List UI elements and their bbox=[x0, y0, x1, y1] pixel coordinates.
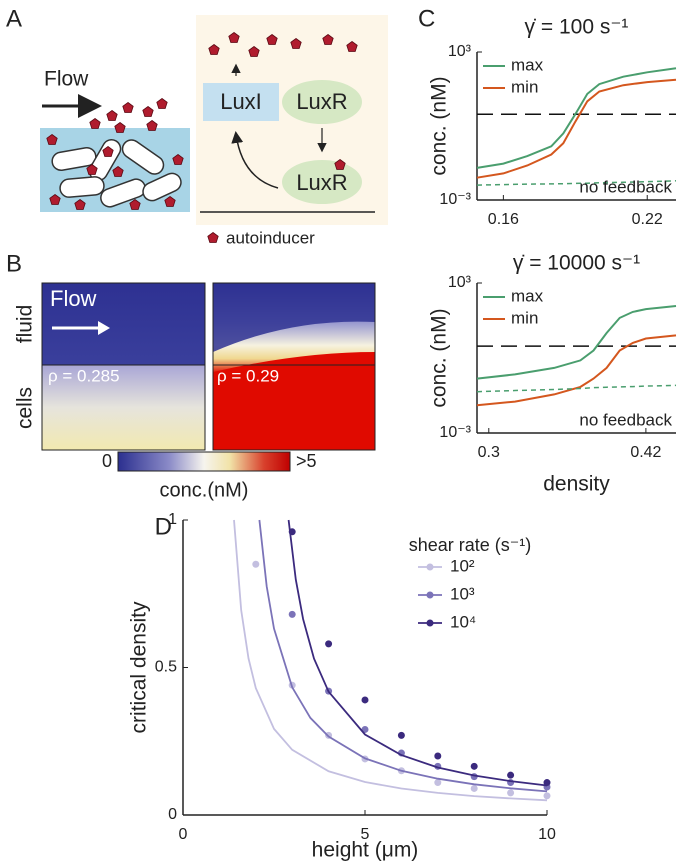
arrow bbox=[231, 131, 279, 189]
legend-title: shear rate (s⁻¹) bbox=[409, 535, 532, 555]
legend-label: min bbox=[511, 77, 538, 96]
y-tick-label: 10³ bbox=[448, 274, 472, 291]
node-ellipse bbox=[282, 160, 362, 204]
flow-arrowhead bbox=[98, 321, 110, 335]
legend-marker bbox=[426, 591, 434, 599]
x-tick-label: 0.16 bbox=[488, 211, 519, 228]
point bbox=[288, 528, 296, 536]
point bbox=[470, 784, 478, 792]
y-tick-label: 0 bbox=[168, 806, 177, 823]
colorbar bbox=[117, 451, 291, 472]
y-axis-label: conc. (nM) bbox=[428, 76, 451, 175]
y-axis-label: conc. (nM) bbox=[428, 308, 451, 407]
point bbox=[397, 731, 405, 739]
heatmap-cells bbox=[42, 365, 205, 450]
y-tick-label: 0.5 bbox=[155, 659, 177, 676]
x-axis-label: density bbox=[543, 473, 610, 496]
legend-label: 10² bbox=[450, 556, 475, 575]
panel-a: A Flow LuxI LuxR bbox=[6, 5, 388, 247]
rho-label: ρ = 0.285 bbox=[48, 366, 120, 385]
row-label: fluid bbox=[14, 305, 37, 344]
x-tick-label: 0.22 bbox=[632, 211, 663, 228]
fit-curve bbox=[233, 519, 548, 802]
cells bbox=[51, 138, 182, 208]
heatmap-fluid bbox=[42, 283, 205, 365]
chart-title: γ̇ = 10000 s⁻¹ bbox=[513, 252, 640, 275]
y-axis-label: critical density bbox=[128, 601, 151, 733]
line bbox=[476, 334, 677, 407]
flow-label: Flow bbox=[44, 68, 89, 91]
legend-label: autoinducer bbox=[226, 228, 315, 247]
point bbox=[507, 789, 515, 797]
node-label: LuxR bbox=[296, 89, 347, 114]
panel-label: B bbox=[6, 250, 22, 277]
legend-label: max bbox=[511, 55, 544, 74]
line bbox=[476, 384, 677, 393]
x-axis-label: height (μm) bbox=[312, 839, 419, 862]
panel-label: C bbox=[418, 5, 435, 32]
x-tick-label: 10 bbox=[538, 826, 556, 843]
colorbar-tick-label: 0 bbox=[102, 451, 112, 471]
x-tick-label: 0.3 bbox=[478, 444, 500, 461]
node-label: LuxI bbox=[220, 89, 262, 114]
point bbox=[543, 792, 551, 800]
y-tick-label: 10³ bbox=[448, 43, 472, 60]
legend-marker bbox=[426, 619, 434, 627]
line bbox=[476, 305, 677, 380]
panel-label: D bbox=[155, 513, 172, 540]
legend-label: min bbox=[511, 308, 538, 327]
point bbox=[507, 771, 515, 779]
frame bbox=[212, 282, 376, 451]
row-label: cells bbox=[14, 387, 37, 429]
line bbox=[476, 67, 677, 169]
node-box bbox=[203, 83, 279, 121]
line-label: no feedback bbox=[579, 410, 672, 429]
fit-curve bbox=[258, 519, 548, 793]
y-tick-label: 10⁻³ bbox=[439, 424, 471, 441]
point bbox=[361, 696, 369, 704]
point bbox=[470, 762, 478, 770]
legend-label: max bbox=[511, 286, 544, 305]
rho-label: ρ = 0.29 bbox=[217, 366, 279, 385]
node-ellipse bbox=[282, 80, 362, 124]
line-label: no feedback bbox=[579, 177, 672, 196]
x-tick-label: 0.42 bbox=[630, 444, 661, 461]
fit-curve bbox=[287, 519, 548, 787]
frame bbox=[41, 282, 206, 451]
point bbox=[325, 640, 333, 648]
colorbar-label: conc.(nM) bbox=[160, 479, 249, 501]
legend-marker bbox=[426, 563, 434, 571]
panel-b: B fluid cells Flow ρ = 0.285 ρ = 0.29 co… bbox=[6, 250, 376, 501]
panel-label: A bbox=[6, 5, 22, 32]
point bbox=[543, 779, 551, 787]
chart-title: γ̇ = 100 s⁻¹ bbox=[525, 16, 629, 39]
x-tick-label: 5 bbox=[361, 826, 370, 843]
y-tick-label: 10⁻³ bbox=[439, 191, 471, 208]
point bbox=[288, 610, 296, 618]
line bbox=[476, 78, 677, 179]
point bbox=[434, 752, 442, 760]
line bbox=[476, 180, 677, 186]
point bbox=[434, 779, 442, 787]
legend-label: 10³ bbox=[450, 584, 475, 603]
legend-label: 10⁴ bbox=[450, 612, 476, 631]
y-tick-label: 1 bbox=[168, 511, 177, 528]
point bbox=[252, 560, 260, 568]
x-tick-label: 0 bbox=[179, 826, 188, 843]
colorbar-tick-label: >5 bbox=[296, 451, 317, 471]
node-label: LuxR bbox=[296, 170, 347, 195]
heatmap-fluid-top bbox=[213, 283, 375, 352]
flow-label: Flow bbox=[50, 286, 97, 311]
